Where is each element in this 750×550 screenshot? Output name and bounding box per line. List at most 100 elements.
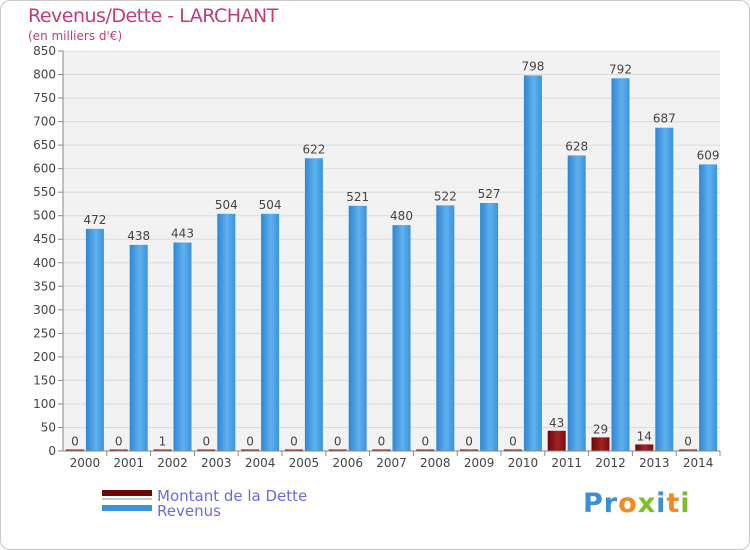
data-label-revenus: 504 <box>215 198 238 212</box>
bar-revenus <box>655 127 674 452</box>
bar-revenus <box>567 155 586 451</box>
logo-letter: i <box>680 488 691 519</box>
x-tick-label: 2001 <box>113 456 144 470</box>
proxiti-logo: Proxiti <box>583 488 691 519</box>
bar-dette <box>503 449 522 451</box>
bar-dette <box>547 430 566 451</box>
x-axis: 2000 2001 2002 2003 2004 2005 2006 2007 2008 2009… <box>70 451 721 470</box>
data-label-dette: 0 <box>202 435 210 449</box>
data-label-revenus: 628 <box>565 139 588 153</box>
data-label-revenus: 798 <box>521 59 544 73</box>
x-tick-label: 2009 <box>464 456 495 470</box>
data-label-revenus: 438 <box>127 229 150 243</box>
grid-lines <box>63 50 720 452</box>
y-tick-label: 250 <box>33 326 56 340</box>
data-label-dette: 0 <box>334 435 342 449</box>
bar-revenus <box>217 213 236 451</box>
y-tick-label: 0 <box>48 444 56 458</box>
x-tick-label: 2013 <box>639 456 670 470</box>
y-axis: 0 50 100 150 200 250 300 350 400 450 500 550 600 650 7… <box>33 44 64 458</box>
bar-dette <box>284 449 303 451</box>
x-tick-label: 2011 <box>551 456 582 470</box>
x-tick-label: 2000 <box>70 456 101 470</box>
y-tick-label: 850 <box>33 44 56 58</box>
y-tick-label: 350 <box>33 279 56 293</box>
data-label-revenus: 522 <box>434 189 457 203</box>
y-tick-label: 100 <box>33 397 56 411</box>
legend-label-revenus: Revenus <box>157 502 221 520</box>
data-label-revenus: 480 <box>390 209 413 223</box>
data-label-dette: 43 <box>549 416 564 430</box>
x-tick-label: 2006 <box>332 456 363 470</box>
plot-area <box>63 51 720 451</box>
bar-revenus <box>523 75 542 452</box>
data-label-dette: 0 <box>246 435 254 449</box>
x-tick-label: 2008 <box>420 456 451 470</box>
bar-dette <box>679 449 698 451</box>
bar-revenus <box>85 228 104 451</box>
bar-dette <box>460 449 479 451</box>
bar-dette <box>153 449 172 451</box>
bars <box>65 75 718 452</box>
data-label-dette: 0 <box>509 435 517 449</box>
y-tick-label: 550 <box>33 185 56 199</box>
x-tick-label: 2014 <box>683 456 714 470</box>
x-tick-label: 2003 <box>201 456 232 470</box>
data-label-dette: 1 <box>159 435 167 449</box>
bar-revenus <box>261 213 280 451</box>
bar-revenus <box>392 225 411 451</box>
chart-title: Revenus/Dette - LARCHANT <box>28 5 278 27</box>
bar-revenus <box>611 78 630 451</box>
y-tick-label: 700 <box>33 115 56 129</box>
y-tick-label: 600 <box>33 162 56 176</box>
bar-revenus <box>480 203 499 451</box>
chart-subtitle: (en milliers d'€) <box>28 29 123 43</box>
data-label-revenus: 609 <box>697 148 720 162</box>
legend-swatch-dette <box>102 490 152 496</box>
x-tick-label: 2004 <box>245 456 276 470</box>
y-tick-label: 800 <box>33 68 56 82</box>
bar-revenus <box>304 158 323 451</box>
y-tick-label: 200 <box>33 350 56 364</box>
y-tick-label: 300 <box>33 303 56 317</box>
x-tick-label: 2012 <box>595 456 626 470</box>
data-label-revenus: 521 <box>346 190 369 204</box>
data-label-dette: 0 <box>421 435 429 449</box>
bar-dette <box>197 449 216 451</box>
bar-revenus <box>129 244 148 451</box>
x-tick-label: 2007 <box>376 456 407 470</box>
data-label-dette: 0 <box>290 435 298 449</box>
y-tick-label: 400 <box>33 256 56 270</box>
logo-letter: r <box>603 488 619 519</box>
legend-swatch-separator <box>102 498 152 500</box>
data-label-dette: 0 <box>465 435 473 449</box>
data-label-dette: 0 <box>115 435 123 449</box>
y-tick-label: 150 <box>33 373 56 387</box>
bar-dette <box>109 449 128 451</box>
data-label-revenus: 504 <box>259 198 282 212</box>
data-label-dette: 0 <box>684 435 692 449</box>
logo-letter: t <box>666 488 681 519</box>
x-tick-label: 2010 <box>508 456 539 470</box>
data-label-dette: 29 <box>593 422 608 436</box>
bar-revenus <box>348 205 367 451</box>
data-label-dette: 14 <box>637 429 652 443</box>
x-tick-label: 2005 <box>289 456 320 470</box>
bar-revenus <box>173 242 192 451</box>
data-label-revenus: 527 <box>478 187 501 201</box>
data-label-dette: 0 <box>71 435 79 449</box>
bar-dette <box>328 449 347 451</box>
y-tick-label: 500 <box>33 209 56 223</box>
bar-revenus <box>699 164 718 452</box>
y-tick-label: 650 <box>33 138 56 152</box>
logo-letter: i <box>656 488 667 519</box>
data-label-revenus: 472 <box>83 213 106 227</box>
logo-letter: o <box>618 488 638 519</box>
bar-revenus <box>436 205 455 451</box>
y-tick-label: 750 <box>33 91 56 105</box>
data-label-dette: 0 <box>378 435 386 449</box>
bar-dette <box>65 449 84 451</box>
legend-label-dette: Montant de la Dette <box>157 487 307 505</box>
bar-dette <box>591 437 610 451</box>
